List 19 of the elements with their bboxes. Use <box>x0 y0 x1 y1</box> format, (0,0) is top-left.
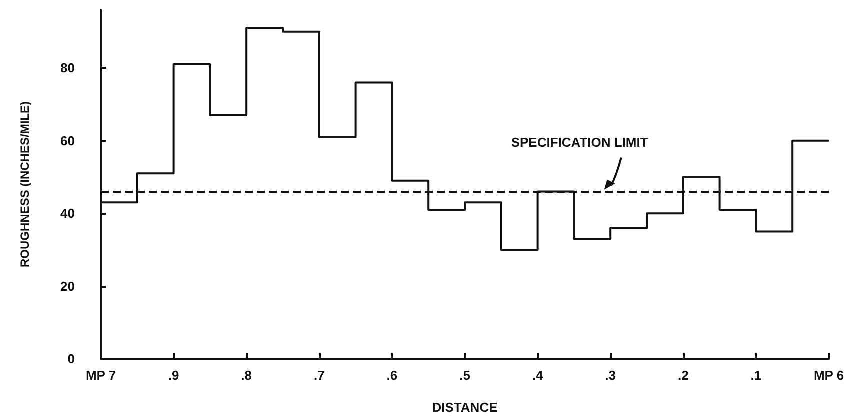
y-tick-label: 20 <box>60 278 75 294</box>
ref-line-label: SPECIFICATION LIMIT <box>511 134 648 150</box>
y-tick-label: 80 <box>60 60 75 76</box>
x-axis-title: DISTANCE <box>432 400 498 415</box>
x-tick-label: .1 <box>750 368 762 383</box>
x-tick-label: .2 <box>678 368 689 383</box>
y-axis-title: ROUGHNESS (INCHES/MILE) <box>18 101 32 268</box>
x-tick-label: .4 <box>532 368 544 383</box>
x-tick-label: .9 <box>168 368 180 383</box>
y-tick-label: 0 <box>68 352 75 366</box>
x-tick-label: MP 6 <box>814 368 844 383</box>
x-tick-label: .8 <box>241 368 252 383</box>
x-tick-label: .7 <box>314 368 325 383</box>
x-tick-label: MP 7 <box>86 368 116 383</box>
y-tick-label: 60 <box>60 133 75 148</box>
x-tick-label: .6 <box>386 368 398 383</box>
y-tick-label: 40 <box>60 206 75 222</box>
x-tick-label: .5 <box>460 368 470 383</box>
x-tick-label: .3 <box>605 368 616 383</box>
